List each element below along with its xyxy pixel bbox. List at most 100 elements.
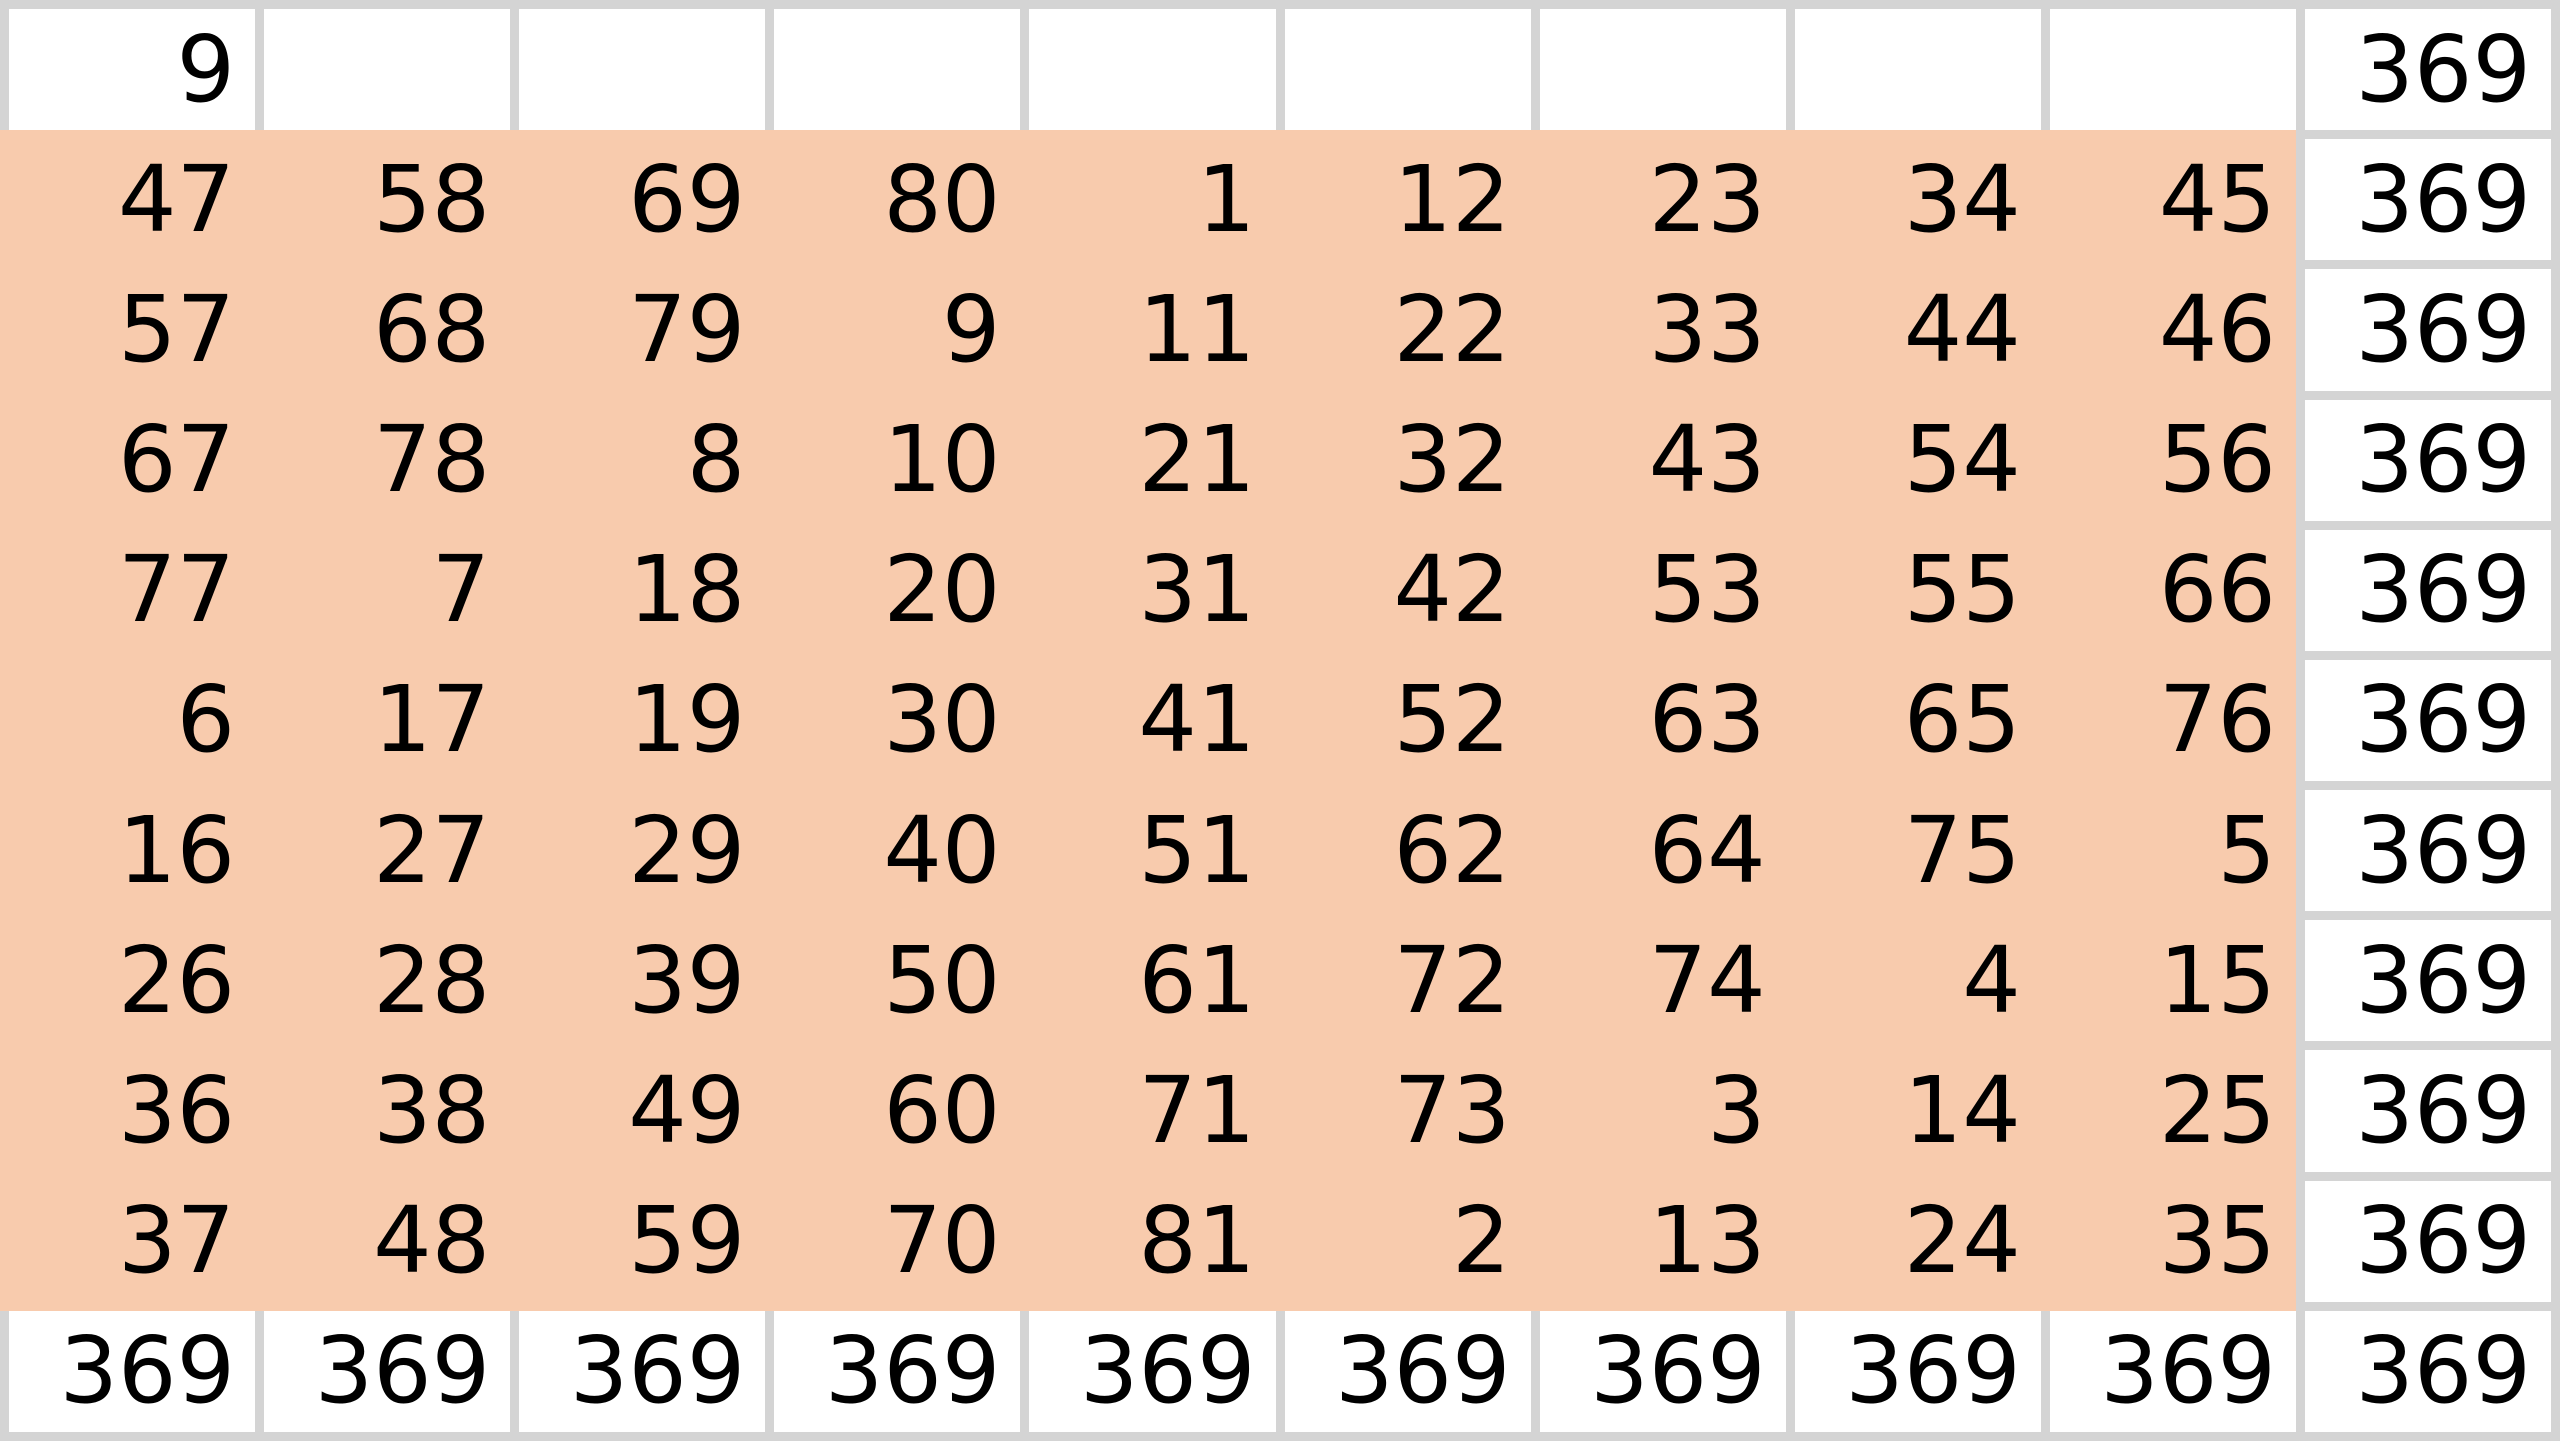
cell-r10-c6[interactable]: 2 [1452, 1187, 1511, 1295]
cell-r5-c9[interactable]: 66 [2158, 536, 2276, 644]
cell-r5-c3[interactable]: 18 [628, 536, 746, 644]
cell-r9-c9[interactable]: 25 [2158, 1057, 2276, 1165]
cell-r4-c7[interactable]: 43 [1648, 406, 1766, 514]
cell-r9-c4[interactable]: 60 [883, 1057, 1001, 1165]
cell-r10-c8[interactable]: 24 [1903, 1187, 2021, 1295]
cell-r3-c9[interactable]: 46 [2158, 275, 2276, 383]
cell-r7-c5[interactable]: 51 [1138, 796, 1256, 904]
cell-r3-c8[interactable]: 44 [1903, 275, 2021, 383]
cell-r3-c3[interactable]: 79 [628, 275, 746, 383]
cell-r1-c8[interactable] [1794, 9, 2041, 131]
cell-r1-c4[interactable] [774, 9, 1021, 131]
cell-r2-c8[interactable]: 34 [1903, 145, 2021, 253]
cell-r9-c7[interactable]: 3 [1707, 1057, 1766, 1165]
cell-r8-c6[interactable]: 72 [1393, 926, 1511, 1034]
cell-r7-c1[interactable]: 16 [118, 796, 236, 904]
cell-r11-c9[interactable]: 369 [2049, 1310, 2296, 1432]
cell-r2-c9[interactable]: 45 [2158, 145, 2276, 253]
cell-r11-c4[interactable]: 369 [774, 1310, 1021, 1432]
cell-r3-c4[interactable]: 9 [941, 275, 1001, 383]
cell-r2-c10[interactable]: 369 [2304, 139, 2551, 261]
cell-r1-c2[interactable] [264, 9, 511, 131]
cell-r2-c7[interactable]: 23 [1648, 145, 1766, 253]
cell-r10-c7[interactable]: 13 [1648, 1187, 1766, 1295]
cell-r4-c8[interactable]: 54 [1903, 406, 2021, 514]
cell-r1-c6[interactable] [1284, 9, 1531, 131]
cell-r11-c2[interactable]: 369 [264, 1310, 511, 1432]
cell-r9-c10[interactable]: 369 [2304, 1050, 2551, 1172]
cell-r1-c9[interactable] [2049, 9, 2296, 131]
cell-r1-c5[interactable] [1029, 9, 1276, 131]
cell-r7-c7[interactable]: 64 [1648, 796, 1766, 904]
cell-r8-c5[interactable]: 61 [1138, 926, 1256, 1034]
cell-r9-c3[interactable]: 49 [628, 1057, 746, 1165]
cell-r1-c10[interactable]: 369 [2304, 9, 2551, 131]
cell-r8-c10[interactable]: 369 [2304, 920, 2551, 1042]
cell-r1-c7[interactable] [1539, 9, 1786, 131]
cell-r8-c3[interactable]: 39 [628, 926, 746, 1034]
cell-r6-c10[interactable]: 369 [2304, 659, 2551, 782]
cell-r7-c3[interactable]: 29 [628, 796, 746, 904]
cell-r5-c1[interactable]: 77 [118, 536, 236, 644]
cell-r5-c7[interactable]: 53 [1648, 536, 1766, 644]
cell-r8-c8[interactable]: 4 [1962, 926, 2021, 1034]
cell-r8-c1[interactable]: 26 [118, 926, 236, 1034]
cell-r11-c8[interactable]: 369 [1794, 1310, 2041, 1432]
cell-r2-c3[interactable]: 69 [628, 145, 746, 253]
cell-r7-c8[interactable]: 75 [1903, 796, 2021, 904]
cell-r4-c5[interactable]: 21 [1138, 406, 1256, 514]
cell-r4-c9[interactable]: 56 [2158, 406, 2276, 514]
cell-r11-c1[interactable]: 369 [9, 1310, 256, 1432]
cell-r4-c1[interactable]: 67 [118, 406, 236, 514]
cell-r5-c10[interactable]: 369 [2304, 529, 2551, 651]
cell-r3-c5[interactable]: 11 [1138, 275, 1256, 383]
cell-r9-c8[interactable]: 14 [1903, 1057, 2021, 1165]
cell-r11-c6[interactable]: 369 [1284, 1310, 1531, 1432]
cell-r6-c5[interactable]: 41 [1138, 666, 1256, 774]
cell-r9-c2[interactable]: 38 [373, 1057, 491, 1165]
cell-r6-c4[interactable]: 30 [883, 666, 1001, 774]
cell-r7-c6[interactable]: 62 [1393, 796, 1511, 904]
cell-r6-c8[interactable]: 65 [1903, 666, 2021, 774]
cell-r1-c1[interactable]: 9 [9, 9, 256, 131]
cell-r7-c2[interactable]: 27 [373, 796, 491, 904]
cell-r11-c3[interactable]: 369 [519, 1310, 766, 1432]
cell-r10-c4[interactable]: 70 [883, 1187, 1001, 1295]
cell-r9-c5[interactable]: 71 [1138, 1057, 1256, 1165]
cell-r3-c10[interactable]: 369 [2304, 269, 2551, 391]
cell-r10-c2[interactable]: 48 [373, 1187, 491, 1295]
cell-r4-c2[interactable]: 78 [373, 406, 491, 514]
cell-r5-c4[interactable]: 20 [883, 536, 1001, 644]
cell-r6-c1[interactable]: 6 [176, 666, 236, 774]
cell-r11-c7[interactable]: 369 [1539, 1310, 1786, 1432]
cell-r11-c5[interactable]: 369 [1029, 1310, 1276, 1432]
cell-r9-c1[interactable]: 36 [118, 1057, 236, 1165]
cell-r7-c9[interactable]: 5 [2217, 796, 2276, 904]
cell-r7-c4[interactable]: 40 [883, 796, 1001, 904]
cell-r6-c2[interactable]: 17 [373, 666, 491, 774]
cell-r10-c3[interactable]: 59 [628, 1187, 746, 1295]
cell-r5-c6[interactable]: 42 [1393, 536, 1511, 644]
cell-r8-c7[interactable]: 74 [1648, 926, 1766, 1034]
cell-r6-c3[interactable]: 19 [628, 666, 746, 774]
cell-r6-c6[interactable]: 52 [1393, 666, 1511, 774]
cell-r8-c4[interactable]: 50 [883, 926, 1001, 1034]
cell-r10-c9[interactable]: 35 [2158, 1187, 2276, 1295]
cell-r5-c2[interactable]: 7 [431, 536, 491, 644]
cell-r2-c6[interactable]: 12 [1393, 145, 1511, 253]
cell-r4-c6[interactable]: 32 [1393, 406, 1511, 514]
cell-r4-c4[interactable]: 10 [883, 406, 1001, 514]
cell-r2-c2[interactable]: 58 [373, 145, 491, 253]
cell-r11-c10[interactable]: 369 [2304, 1310, 2551, 1432]
cell-r6-c7[interactable]: 63 [1648, 666, 1766, 774]
cell-r10-c1[interactable]: 37 [118, 1187, 236, 1295]
cell-r8-c9[interactable]: 15 [2158, 926, 2276, 1034]
cell-r5-c5[interactable]: 31 [1138, 536, 1256, 644]
cell-r2-c5[interactable]: 1 [1196, 145, 1256, 253]
cell-r5-c8[interactable]: 55 [1903, 536, 2021, 644]
cell-r1-c3[interactable] [519, 9, 766, 131]
cell-r4-c10[interactable]: 369 [2304, 399, 2551, 521]
cell-r4-c3[interactable]: 8 [686, 406, 746, 514]
cell-r7-c10[interactable]: 369 [2304, 790, 2551, 912]
cell-r2-c4[interactable]: 80 [883, 145, 1001, 253]
